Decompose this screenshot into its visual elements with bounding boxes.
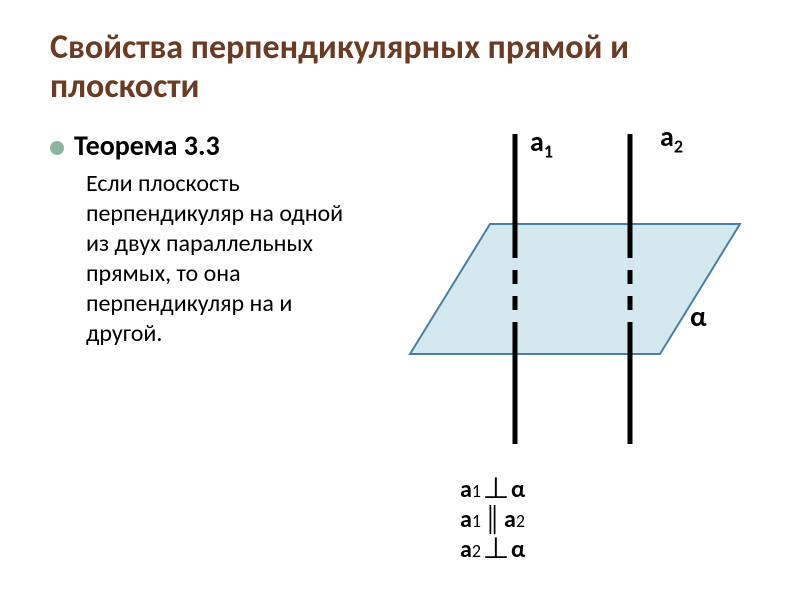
bullet-icon: [50, 141, 64, 155]
f2-left-sub: 1: [472, 510, 481, 533]
diagram-column: a1 a2 α: [370, 124, 750, 524]
theorem-row: Теорема 3.3: [50, 128, 350, 163]
text-column: Теорема 3.3 Если плоскость перпендикуляр…: [50, 124, 350, 524]
f2-parallel-icon: ║: [481, 505, 504, 535]
formula-row-3: a2丄α: [460, 535, 525, 565]
f1-left: a: [460, 475, 472, 505]
slide-title: Свойства перпендикулярных прямой и плоск…: [50, 28, 750, 106]
f2-right-sub: 2: [516, 510, 525, 533]
label-a2-letter: a: [660, 119, 674, 154]
f3-perp-icon: 丄: [481, 535, 511, 565]
f2-left: a: [460, 505, 472, 535]
formula-block: a1丄α a1║a2 a2丄α: [460, 475, 525, 565]
theorem-body: Если плоскость перпендикуляр на одной из…: [50, 169, 350, 349]
label-a2: a2: [660, 119, 683, 158]
diagram-svg: [370, 124, 770, 464]
f3-right: α: [511, 535, 525, 565]
label-a1: a1: [530, 124, 553, 163]
f2-right: a: [504, 505, 516, 535]
slide: Свойства перпендикулярных прямой и плоск…: [0, 0, 800, 600]
label-a1-sub: 1: [544, 141, 553, 163]
label-alpha: α: [690, 299, 707, 334]
f1-right: α: [511, 475, 525, 505]
formula-row-2: a1║a2: [460, 505, 525, 535]
label-a1-letter: a: [530, 124, 544, 159]
theorem-label: Теорема 3.3: [74, 128, 220, 163]
label-a2-sub: 2: [674, 136, 683, 158]
f3-left-sub: 2: [472, 540, 481, 563]
f3-left: a: [460, 535, 472, 565]
label-alpha-letter: α: [690, 299, 707, 334]
content-row: Теорема 3.3 Если плоскость перпендикуляр…: [50, 124, 750, 524]
f1-left-sub: 1: [472, 480, 481, 503]
formula-row-1: a1丄α: [460, 475, 525, 505]
f1-perp-icon: 丄: [481, 475, 511, 505]
